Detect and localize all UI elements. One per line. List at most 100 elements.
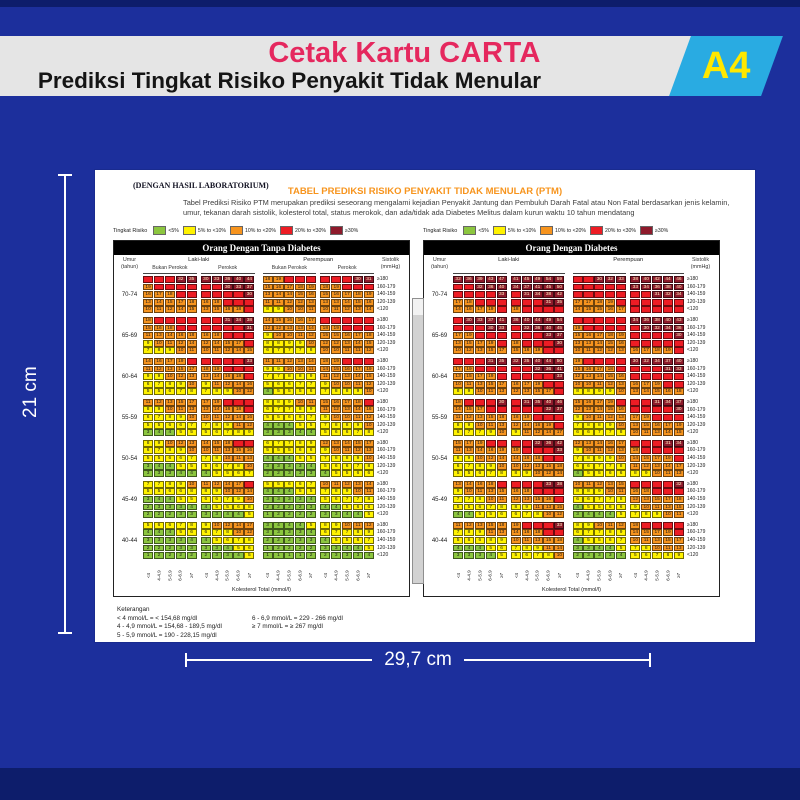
risk-cell [521, 406, 532, 414]
risk-cell: 7 [153, 380, 165, 388]
risk-cell: 11 [320, 406, 331, 414]
risk-cell [543, 529, 554, 537]
risk-cell: 16 [342, 332, 353, 340]
risk-cell [510, 291, 521, 299]
risk-cell: 4 [273, 421, 284, 429]
risk-cell: 18 [652, 347, 663, 355]
risk-cell: 11 [463, 380, 475, 388]
risk-cell: 3 [143, 536, 154, 544]
risk-cell: 18 [211, 332, 222, 340]
risk-cell: 12 [605, 447, 616, 455]
risk-cell [222, 324, 233, 332]
risk-block: 18 19 14 15 16 17 19 11 12 13 14 15 9 10 10 11 12 7 8 8 9 10 [320, 357, 374, 396]
risk-cell: 6 [200, 496, 211, 503]
risk-cell: 16 [510, 488, 521, 496]
risk-cell: 9 [521, 503, 532, 511]
risk-cell: 3 [331, 552, 342, 560]
gender-block-pair: 30 32 33 17 17 18 19 14 15 15 16 17 38 40 42 44 46 33 34 36… [572, 276, 685, 314]
risk-cell [652, 447, 663, 455]
risk-cell: 12 [320, 439, 331, 447]
risk-cell: 17 [342, 398, 353, 406]
risk-cell: 17 [616, 306, 627, 314]
risk-cell: 7 [143, 347, 154, 355]
sistolik-label: 140-159 [377, 332, 396, 339]
legend-item-label: 5% to <10% [197, 227, 226, 234]
risk-cell: 7 [306, 380, 317, 388]
risk-cell: 12 [594, 347, 605, 355]
age-row: 50-54 8 9 10 12 13 6 7 8 9 10 5 5 6 6 7 3 4 4 5 5 3 3 3 4 4 14 15 18… [116, 439, 407, 478]
risk-cell: 19 [211, 398, 222, 406]
risk-cell: 14 [630, 529, 641, 537]
sistolik-labels: ≥180 160-179 140-159 120-139 <120 [374, 399, 407, 437]
age-row-blocks: 18 15 16 18 11 13 14 16 18 9 10 11 12 14 7 8 9 10 11 31 34 38… [143, 316, 374, 355]
gender-header: Laki-laki Bukan Perokok Perokok [143, 257, 255, 274]
cholesterol-ticks: <4 4-4.9 5-5.9 6-6.9 ≥7 [453, 565, 507, 586]
risk-cell: 5 [262, 480, 273, 488]
risk-cell: 12 [175, 373, 186, 380]
risk-cell: 17 [200, 398, 211, 406]
risk-cell [496, 439, 507, 447]
risk-cell: 8 [363, 496, 374, 503]
sistolik-label: ≥180 [377, 439, 389, 446]
risk-cell: 6 [641, 552, 652, 560]
cholesterol-tick-label: 4-4.9 [214, 570, 220, 581]
risk-cell: 11 [662, 544, 674, 552]
risk-cell [583, 357, 594, 365]
risk-cell [543, 373, 554, 380]
risk-block: 30 32 33 17 17 18 19 14 15 15 16 17 [572, 276, 627, 314]
risk-cell: 10 [363, 421, 374, 429]
risk-cell [521, 521, 532, 529]
risk-cell: 10 [186, 414, 197, 421]
age-label: 60-64 [431, 373, 448, 380]
risk-cell: 6 [352, 536, 364, 544]
risk-block: 18 19 15 16 17 18 19 13 14 14 15 16 11 11 12 12 13 8 9 10 10… [262, 276, 317, 314]
cholesterol-tick: 5-5.9 [342, 565, 353, 586]
risk-block: 11 12 13 15 18 7 8 9 11 13 5 6 6 8 9 4 4 4 5 6 3 3 3 4 5 [453, 521, 507, 560]
risk-cell: 2 [295, 503, 306, 511]
cholesterol-tick: ≥7 [363, 565, 374, 586]
risk-cell: 9 [284, 339, 295, 347]
risk-cell [572, 283, 583, 291]
risk-cell: 7 [485, 503, 496, 511]
risk-cell: 13 [485, 488, 496, 496]
risk-cell: 9 [572, 414, 583, 421]
risk-cell: 3 [474, 552, 485, 560]
risk-cell: 5 [583, 536, 594, 544]
risk-cell: 35 [532, 398, 543, 406]
risk-cell: 12 [554, 511, 565, 519]
risk-cell: 9 [641, 470, 652, 478]
gender-block-pair: 8 9 10 12 13 6 7 8 9 10 5 5 6 6 7 3 4 4 5 5 3 3 3 4 4 14 15 18 10 11 1… [143, 439, 255, 478]
risk-cell: 14 [474, 447, 485, 455]
risk-cell: 12 [510, 421, 521, 429]
risk-block: 11 12 14 17 8 9 10 12 14 6 6 7 9 10 4 5 5 6 8 3 3 4 4 5 [200, 480, 255, 519]
risk-cell: 7 [200, 421, 211, 429]
gender-block-pair: 18 19 15 16 17 18 19 13 14 14 15 16 11 11 12 12 13 8 9 10 10… [262, 276, 375, 314]
risk-cell [605, 324, 616, 332]
gender-block-pair: 5 6 6 7 8 4 4 4 5 6 3 3 3 3 4 2 2 2 3 3 1 2 2 2 2 9 10 12 14 17 6 7 8 10 1… [143, 521, 255, 560]
risk-cell: 7 [474, 429, 485, 437]
legend-swatch [492, 226, 506, 235]
risk-cell: 34 [233, 316, 244, 324]
a4-document: (DENGAN HASIL LABORATORIUM) TABEL PREDIK… [95, 170, 755, 642]
risk-cell: 16 [342, 365, 353, 373]
risk-cell: 4 [233, 552, 244, 560]
risk-cell: 6 [153, 521, 165, 529]
risk-cell: 11 [453, 414, 464, 421]
risk-cell [463, 398, 475, 406]
sistolik-label: 160-179 [687, 488, 706, 495]
risk-cell [485, 332, 496, 340]
risk-cell: 3 [200, 511, 211, 519]
risk-cell: 33 [554, 373, 565, 380]
risk-cell: 2 [306, 552, 317, 560]
risk-cell: 11 [521, 429, 532, 437]
risk-cell: 5 [175, 462, 186, 470]
risk-cell: 16 [331, 291, 342, 299]
risk-block: 31 35 17 19 13 15 17 19 10 11 13 15 17 8 9 10 11 13 [453, 357, 507, 396]
age-row: 65-69 30 33 37 41 30 33 17 19 13 15 17 19 10 12 13 15 17 3… [426, 316, 717, 355]
risk-cell: 14 [233, 521, 244, 529]
age-label: 50-54 [431, 455, 448, 462]
risk-cell: 30 [200, 276, 211, 283]
risk-cell: 30 [496, 398, 507, 406]
risk-cell: 17 [474, 406, 485, 414]
risk-cell [616, 316, 627, 324]
